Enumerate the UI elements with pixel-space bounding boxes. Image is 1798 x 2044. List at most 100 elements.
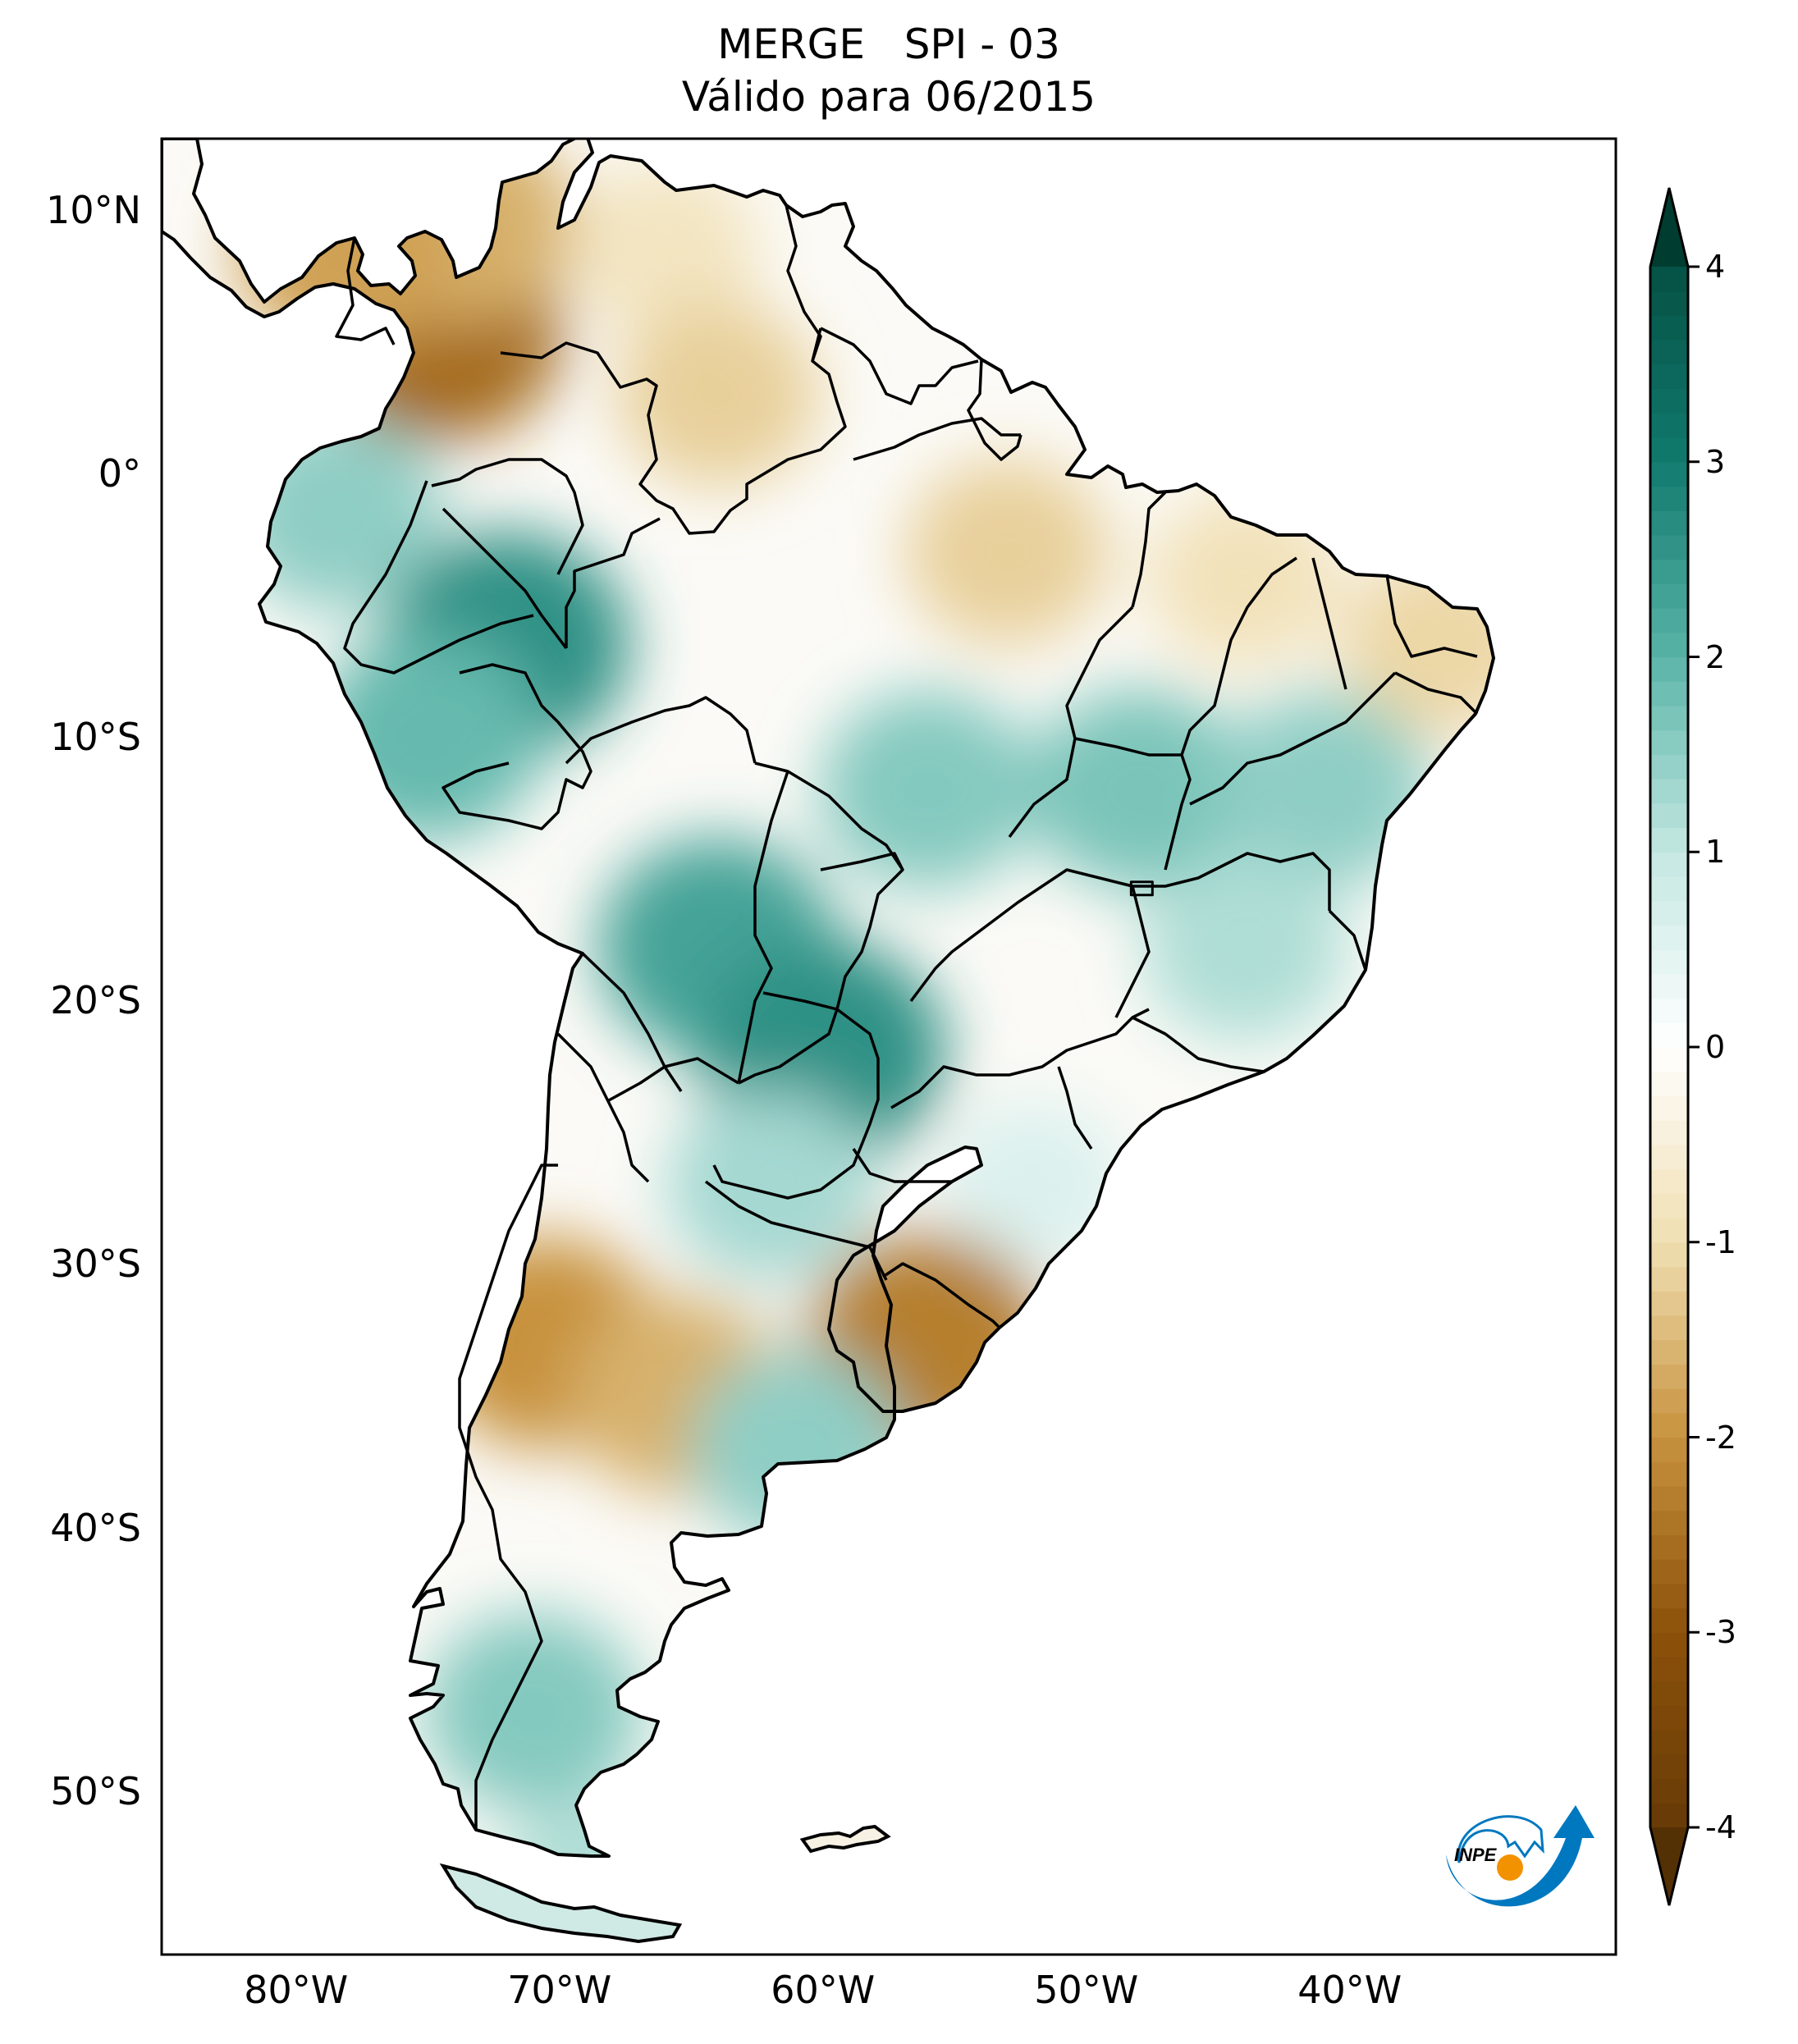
- border-line: [431, 458, 584, 575]
- y-tick-label: 40°S: [50, 1505, 141, 1550]
- colorbar-step: [1650, 388, 1688, 414]
- x-tick-label: 80°W: [244, 1968, 349, 2012]
- y-tick-label: 10°N: [46, 187, 141, 232]
- colorbar-step: [1650, 1632, 1688, 1658]
- border-line: [1328, 909, 1367, 971]
- colorbar-step: [1650, 364, 1688, 390]
- colorbar-step: [1650, 925, 1688, 950]
- colorbar-step: [1650, 1120, 1688, 1145]
- colorbar-step: [1650, 1241, 1688, 1268]
- colorbar-step: [1650, 486, 1688, 511]
- border-line: [785, 204, 822, 362]
- colorbar-step: [1650, 1412, 1688, 1438]
- colorbar-step: [1650, 656, 1688, 682]
- x-tick-label: 40°W: [1297, 1968, 1402, 2012]
- plot-area: [162, 139, 1616, 1955]
- border-line: [1180, 556, 1297, 756]
- border-line: [1385, 574, 1478, 658]
- colorbar-step: [1650, 267, 1688, 292]
- colorbar-step: [1650, 608, 1688, 633]
- colorbar-step: [1650, 705, 1688, 731]
- spi-region: [424, 1612, 642, 1812]
- border-line: [458, 1164, 558, 1830]
- distrito-federal-border: [1129, 880, 1154, 897]
- colorbar-step: [1650, 510, 1688, 536]
- border-line: [820, 327, 979, 405]
- colorbar-step: [1650, 1754, 1688, 1780]
- colorbar-step: [1650, 534, 1688, 560]
- colorbar-tick-label: -3: [1705, 1614, 1736, 1651]
- border-line: [1114, 885, 1151, 1018]
- colorbar-step: [1650, 1315, 1688, 1341]
- border-line: [1131, 491, 1167, 608]
- border-line: [335, 237, 396, 345]
- colorbar-step: [1650, 1583, 1688, 1609]
- border-line: [852, 1148, 982, 1183]
- colorbar-step: [1650, 681, 1688, 706]
- colorbar-step: [1650, 1534, 1688, 1560]
- border-line: [500, 327, 847, 535]
- border-line: [890, 1008, 1150, 1109]
- colorbar-step: [1650, 1193, 1688, 1219]
- colorbar-step: [1650, 803, 1688, 829]
- border-line: [712, 991, 880, 1200]
- colorbar-tick-label: 2: [1705, 638, 1726, 675]
- colorbar-step: [1650, 1680, 1688, 1707]
- colorbar-step: [1650, 1388, 1688, 1414]
- coastline: [162, 139, 1495, 1858]
- colorbar-tick-label: 3: [1705, 443, 1726, 480]
- colorbar-tick-label: 1: [1705, 834, 1726, 871]
- border-line: [853, 417, 1021, 461]
- border-line: [1132, 1016, 1265, 1073]
- colorbar-step: [1650, 900, 1688, 926]
- colorbar-step: [1650, 1510, 1688, 1535]
- colorbar-step: [1650, 1803, 1688, 1828]
- colorbar-step: [1650, 1339, 1688, 1365]
- border-line: [606, 1057, 739, 1103]
- border-line: [967, 359, 1023, 461]
- colorbar-step: [1650, 1656, 1688, 1682]
- colorbar-step: [1650, 437, 1688, 463]
- spi-region: [941, 1100, 1126, 1270]
- colorbar-tick-label: 0: [1705, 1029, 1726, 1065]
- logo-swirl-icon: [1457, 1815, 1544, 1863]
- colorbar-tick-label: -2: [1705, 1419, 1736, 1456]
- colorbar-step: [1650, 1266, 1688, 1292]
- colorbar-step: [1650, 1047, 1688, 1072]
- colorbar-step: [1650, 852, 1688, 877]
- country-state-borders: [335, 204, 1479, 1830]
- colorbar-step: [1650, 1218, 1688, 1243]
- colorbar-step: [1650, 779, 1688, 804]
- border-line: [820, 852, 904, 871]
- border-line: [1311, 557, 1347, 690]
- spi-region: [615, 300, 820, 488]
- chart-title: MERGE SPI - 03: [717, 21, 1060, 68]
- colorbar-extend-max: [1650, 188, 1688, 267]
- border-line: [581, 952, 683, 1092]
- logo-text: INPE: [1454, 1845, 1498, 1865]
- border-line: [1394, 671, 1479, 716]
- y-tick-label: 50°S: [50, 1768, 141, 1813]
- spi-region: [820, 689, 1037, 889]
- colorbar-step: [1650, 413, 1688, 438]
- colorbar-step: [1650, 1022, 1688, 1048]
- colorbar-tick-label: 4: [1705, 249, 1726, 285]
- plot-frame: [160, 137, 1617, 1956]
- colorbar-step: [1650, 1559, 1688, 1584]
- colorbar-step: [1650, 583, 1688, 609]
- border-line: [738, 761, 904, 1085]
- x-tick-label: 50°W: [1034, 1968, 1139, 2012]
- chart-subtitle: Válido para 06/2015: [681, 73, 1096, 121]
- x-tick-label: 60°W: [771, 1968, 876, 2012]
- tierra-del-fuego: [439, 1863, 683, 1944]
- colorbar-step: [1650, 1291, 1688, 1316]
- colorbar-tick-label: -1: [1705, 1223, 1736, 1260]
- colorbar-step: [1650, 1607, 1688, 1633]
- colorbar-step: [1650, 632, 1688, 658]
- y-tick-label: 20°S: [50, 978, 141, 1023]
- border-line: [343, 480, 534, 674]
- border-line: [882, 1262, 1001, 1329]
- colorbar-tick-label: -4: [1705, 1809, 1736, 1845]
- colorbar-step: [1650, 1168, 1688, 1194]
- x-tick-label: 70°W: [507, 1968, 612, 2012]
